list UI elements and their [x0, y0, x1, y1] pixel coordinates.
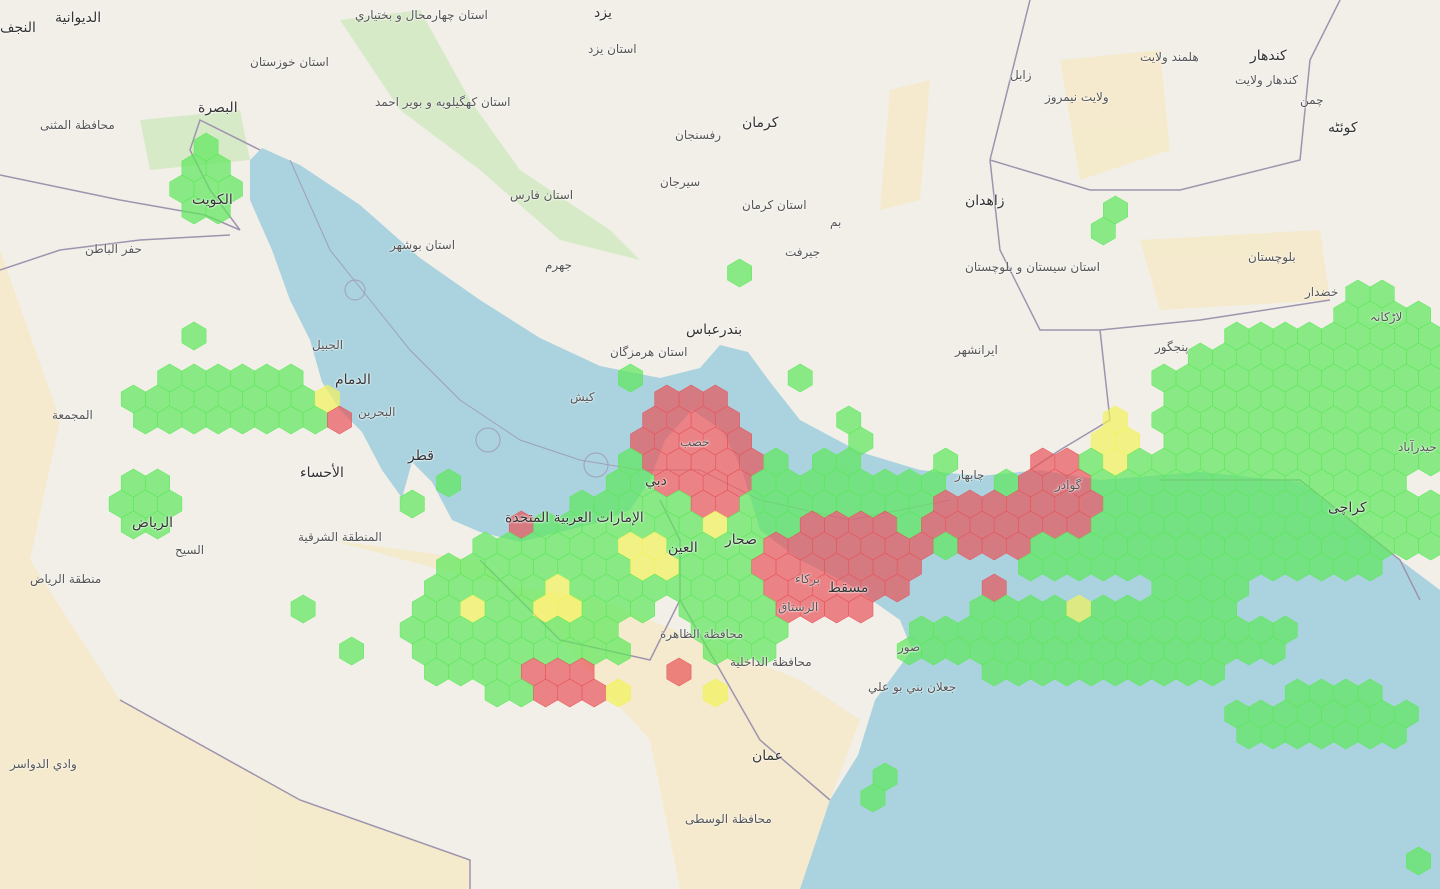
hex-cell-high[interactable]: [666, 657, 692, 687]
label-bandarabbas: بندرعباس: [686, 322, 743, 338]
label-sohar: صحار: [725, 532, 757, 548]
label-hafar: حفر الباطن: [85, 242, 142, 256]
label-kerman-prov: استان كرمان: [742, 198, 807, 212]
hex-cell-low[interactable]: [630, 594, 656, 624]
hex-cell-high[interactable]: [884, 573, 910, 603]
hex-cell-low[interactable]: [860, 783, 886, 813]
label-chabahar: چابهار: [955, 468, 985, 482]
label-sirjan: سيرجان: [660, 175, 701, 189]
hex-cell-low[interactable]: [617, 363, 643, 393]
label-muthanna: محافظة المثنى: [40, 118, 115, 132]
label-jalan: جعلان بني بو علي: [868, 680, 957, 694]
label-chaman: چمن: [1300, 93, 1324, 107]
label-basra: البصرة: [198, 100, 238, 116]
label-karachi: كراچی: [1328, 500, 1367, 516]
hex-cell-low[interactable]: [205, 195, 231, 225]
label-quetta: كوئٹه: [1328, 120, 1358, 136]
label-wadi: وادي الدواسر: [10, 757, 77, 771]
hex-cell-low[interactable]: [1381, 720, 1407, 750]
hex-cell-low[interactable]: [727, 258, 753, 288]
label-gwadar: گوادر: [1055, 478, 1082, 492]
desert-areas: [0, 50, 1330, 889]
hex-cell-low[interactable]: [1418, 447, 1440, 477]
label-barka: بركاء: [795, 572, 820, 586]
label-bam: بم: [830, 215, 842, 229]
hex-cell-low[interactable]: [145, 510, 170, 540]
label-dammam: الدمام: [335, 372, 371, 388]
label-rafsanjan: رفسنجان: [675, 128, 722, 142]
label-ain: العين: [668, 540, 698, 556]
label-kohgiluyeh: استان كهگيلويه و بوير احمد: [375, 95, 511, 109]
hex-cell-low[interactable]: [1418, 531, 1440, 561]
label-kish: كيش: [570, 390, 595, 404]
label-bahrain: البحرين: [358, 405, 396, 419]
label-baluchistan: بلوچستان: [1248, 250, 1296, 264]
label-kuwait: الكويت: [192, 192, 233, 208]
hex-cell-mid[interactable]: [702, 678, 728, 708]
label-dubai: دبي: [645, 473, 667, 489]
hex-cell-low[interactable]: [436, 468, 462, 498]
hex-cell-low[interactable]: [1260, 636, 1286, 666]
hex-cell-low[interactable]: [751, 636, 777, 666]
label-qatar: قطر: [408, 448, 434, 464]
label-fars: استان فارس: [510, 188, 574, 202]
label-zabol: زابل: [1010, 68, 1032, 82]
label-nimroz: ولایت نیمروز: [1045, 90, 1109, 104]
hex-overlay: [108, 132, 1440, 876]
label-sistan: استان سيستان و بلوچستان: [965, 260, 1100, 274]
label-hyderabad: حیدرآباد: [1398, 440, 1437, 454]
label-diwaniyah: الديوانية: [55, 10, 102, 26]
hex-cell-low[interactable]: [290, 594, 316, 624]
label-kandahar: كندهار: [1250, 48, 1287, 64]
label-yazd: يزد: [594, 5, 612, 21]
label-jahrom: جهرم: [545, 258, 572, 272]
label-najaf: النجف: [0, 20, 36, 36]
hex-cell-low[interactable]: [399, 489, 425, 519]
hex-cell-low[interactable]: [1090, 216, 1116, 246]
hex-cell-low[interactable]: [1200, 657, 1225, 687]
label-khuzdar: خضدار: [1305, 285, 1339, 299]
label-jiroft: جيرفت: [785, 245, 821, 259]
label-khuzestan: استان خوزستان: [250, 55, 329, 69]
label-sharqiya: المنطقة الشرقية: [298, 530, 382, 544]
label-wusta: محافظة الوسطى: [685, 812, 772, 826]
hex-cell-low[interactable]: [339, 636, 365, 666]
hex-cell-low[interactable]: [1406, 846, 1431, 876]
label-khasab: خصب: [680, 435, 710, 449]
hex-cell-low[interactable]: [1357, 552, 1383, 582]
label-larkana: لاڑكانہ: [1370, 310, 1403, 324]
label-riyadh: الرياض: [132, 515, 173, 531]
label-riyadh-region: منطقة الرياض: [30, 572, 102, 586]
label-jubail: الجبيل: [312, 338, 344, 352]
label-majmaah: المجمعة: [52, 408, 93, 422]
label-yazd-prov: استان يزد: [588, 42, 637, 56]
hex-cell-low[interactable]: [181, 321, 207, 351]
label-kerman: كرمان: [742, 115, 779, 131]
hex-cell-high[interactable]: [327, 405, 352, 435]
hex-cell-low[interactable]: [787, 363, 813, 393]
hex-cell-low[interactable]: [605, 636, 631, 666]
label-chaharmahal: استان چهارمحال و بختياري: [355, 8, 488, 22]
label-zahedan: زاهدان: [965, 193, 1005, 209]
label-ahsa: الأحساء: [300, 465, 344, 481]
label-panjgur: پنجگور: [1155, 340, 1189, 354]
label-hormozgan: استان هرمزگان: [610, 345, 688, 359]
label-sulayyil: السيح: [175, 543, 205, 557]
label-dakhiliya: محافظة الداخلية: [730, 655, 812, 669]
label-bushehr: استان بوشهر: [390, 238, 456, 252]
hex-cell-high[interactable]: [848, 594, 874, 624]
label-rustaq: الرستاق: [778, 600, 819, 614]
hex-cell-mid[interactable]: [605, 678, 631, 708]
label-helmand: هلمند ولايت: [1140, 50, 1199, 64]
label-oman: عمان: [752, 748, 783, 764]
label-sur: صور: [898, 640, 921, 654]
label-muscat: مسقط: [828, 580, 869, 596]
label-kandahar-prov: كندهار ولايت: [1235, 73, 1298, 87]
label-uae: الإمارات العربية المتحدة: [505, 510, 644, 526]
label-dhahira: محافظة الظاهرة: [660, 627, 744, 641]
label-iranshahr: ايرانشهر: [955, 343, 998, 357]
